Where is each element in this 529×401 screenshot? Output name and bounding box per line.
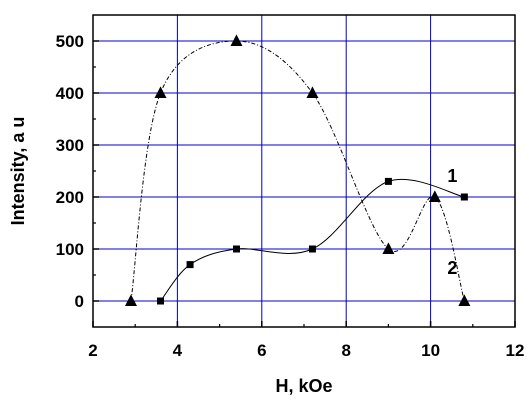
y-tick-label: 500 [56,32,84,51]
series-2-point [154,86,167,98]
series-1-label: 1 [447,166,457,186]
series-1-point [157,297,165,305]
series-2-line [130,40,465,302]
x-tick-label: 8 [341,341,350,360]
series-2-point [382,242,395,254]
series-curves [130,40,465,302]
y-tick-label: 0 [75,292,84,311]
series-2-point [230,34,243,46]
x-tick-label: 6 [257,341,266,360]
series-labels: 12 [447,166,457,278]
series-1-point [460,193,468,201]
series-1-point [308,245,316,253]
series-markers [124,34,471,306]
y-tick-label: 400 [56,84,84,103]
x-axis-title: H, kOe [275,376,332,396]
y-tick-label: 300 [56,136,84,155]
series-2-point [458,294,471,306]
series-1-line [160,178,465,302]
x-tick-label: 4 [173,341,183,360]
series-2-label: 2 [447,258,457,278]
series-2-point [124,294,137,306]
x-tick-label: 2 [88,341,97,360]
series-2-point [306,86,319,98]
y-tick-label: 100 [56,240,84,259]
y-axis-title: Intensity, a u [8,117,28,226]
series-1-point [384,177,392,185]
series-1-point [186,261,194,269]
y-tick-label: 200 [56,188,84,207]
x-tick-label: 12 [506,341,525,360]
x-tick-label: 10 [421,341,440,360]
axis-ticks [92,40,516,327]
series-2-point [428,190,441,202]
series-1-point [232,245,240,253]
